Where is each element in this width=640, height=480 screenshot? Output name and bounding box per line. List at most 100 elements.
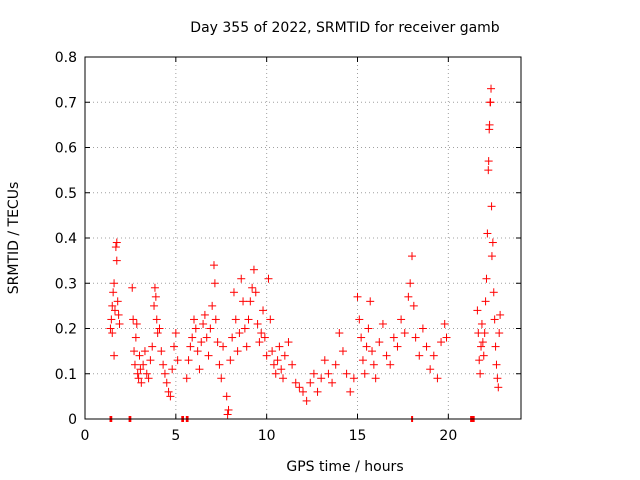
data-point bbox=[353, 292, 362, 301]
data-point bbox=[411, 333, 420, 342]
data-point bbox=[107, 315, 116, 324]
data-point bbox=[393, 342, 402, 351]
data-point bbox=[486, 98, 495, 107]
data-point bbox=[487, 252, 496, 261]
data-point bbox=[170, 342, 179, 351]
data-point bbox=[130, 360, 139, 369]
y-tick-label: 0.2 bbox=[55, 322, 77, 338]
data-point bbox=[200, 310, 209, 319]
data-point bbox=[257, 329, 266, 338]
data-point bbox=[140, 347, 149, 356]
y-tick-label: 0.3 bbox=[55, 276, 77, 292]
y-tick-label: 0.4 bbox=[55, 231, 77, 247]
data-point bbox=[366, 297, 375, 306]
data-point bbox=[142, 369, 151, 378]
data-point bbox=[484, 157, 493, 166]
data-point bbox=[228, 333, 237, 342]
data-point bbox=[271, 369, 280, 378]
data-point bbox=[408, 252, 416, 261]
data-point bbox=[275, 342, 284, 351]
data-point bbox=[488, 238, 497, 247]
data-point bbox=[246, 297, 255, 306]
data-point bbox=[132, 319, 141, 328]
data-point bbox=[184, 356, 193, 365]
data-point bbox=[482, 274, 491, 283]
data-point bbox=[277, 365, 286, 374]
data-point bbox=[369, 360, 378, 369]
data-point bbox=[209, 261, 218, 270]
data-point bbox=[299, 387, 307, 396]
data-point bbox=[324, 369, 333, 378]
data-point bbox=[206, 324, 215, 333]
data-point bbox=[357, 333, 366, 342]
data-point bbox=[113, 297, 122, 306]
data-point bbox=[248, 283, 257, 292]
data-point bbox=[320, 356, 329, 365]
y-tick-label: 0.1 bbox=[55, 367, 77, 383]
data-point bbox=[159, 360, 168, 369]
data-point bbox=[150, 301, 159, 310]
data-point bbox=[244, 315, 253, 324]
x-tick-label: 10 bbox=[258, 428, 276, 444]
data-point bbox=[226, 356, 235, 365]
data-point bbox=[397, 315, 406, 324]
data-point bbox=[479, 351, 488, 360]
data-point bbox=[191, 324, 200, 333]
data-point bbox=[313, 387, 322, 396]
data-point bbox=[186, 342, 195, 351]
data-point bbox=[496, 310, 505, 319]
data-point bbox=[389, 333, 398, 342]
data-point bbox=[288, 360, 297, 369]
data-point bbox=[223, 410, 232, 419]
data-point bbox=[253, 319, 262, 328]
data-point bbox=[492, 360, 501, 369]
data-point bbox=[242, 342, 251, 351]
data-point bbox=[210, 279, 219, 288]
plot-frame bbox=[84, 56, 522, 420]
data-point bbox=[382, 351, 391, 360]
data-point bbox=[371, 374, 380, 383]
data-point bbox=[495, 329, 504, 338]
data-point bbox=[362, 342, 371, 351]
data-point bbox=[400, 329, 409, 338]
data-point bbox=[302, 396, 311, 405]
x-tick-label: 0 bbox=[81, 428, 90, 444]
data-point bbox=[342, 369, 351, 378]
data-point bbox=[153, 329, 162, 338]
data-point bbox=[429, 351, 438, 360]
data-point bbox=[139, 360, 148, 369]
data-point bbox=[199, 319, 208, 328]
data-point bbox=[155, 324, 164, 333]
data-point bbox=[473, 306, 482, 315]
data-point bbox=[112, 256, 121, 265]
data-point bbox=[437, 338, 446, 347]
data-point bbox=[129, 315, 138, 324]
data-point bbox=[433, 374, 442, 383]
x-axis-label: GPS time / hours bbox=[286, 459, 403, 475]
data-point bbox=[144, 374, 153, 383]
data-point bbox=[114, 310, 123, 319]
data-point bbox=[378, 319, 387, 328]
data-point bbox=[211, 315, 220, 324]
data-point bbox=[481, 297, 490, 306]
data-point bbox=[484, 166, 493, 175]
data-point bbox=[130, 347, 139, 356]
data-point bbox=[151, 292, 160, 301]
data-point bbox=[193, 347, 202, 356]
data-point bbox=[475, 356, 484, 365]
data-point bbox=[224, 405, 233, 414]
data-point bbox=[483, 229, 492, 238]
data-point bbox=[255, 338, 264, 347]
x-tick-label: 5 bbox=[171, 428, 180, 444]
data-point bbox=[355, 315, 364, 324]
data-point bbox=[262, 351, 271, 360]
data-point bbox=[375, 338, 384, 347]
data-point bbox=[110, 306, 119, 315]
data-point bbox=[111, 243, 120, 252]
x-tick-label: 15 bbox=[349, 428, 367, 444]
data-point bbox=[164, 387, 173, 396]
data-point bbox=[477, 342, 486, 351]
data-point bbox=[160, 369, 169, 378]
data-point bbox=[137, 378, 146, 387]
